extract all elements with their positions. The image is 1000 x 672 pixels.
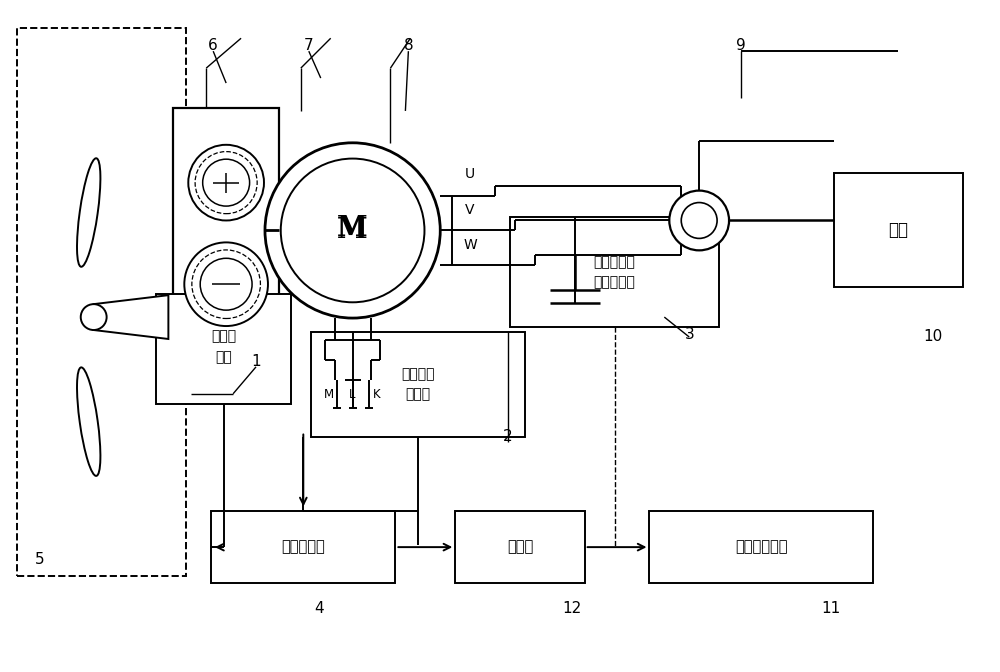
Text: 并网: 并网 [888, 221, 908, 239]
Circle shape [281, 159, 424, 302]
Text: V: V [465, 204, 475, 218]
Text: 6: 6 [208, 38, 218, 52]
Text: 故障诊断分析: 故障诊断分析 [735, 540, 788, 554]
Text: 8: 8 [404, 38, 413, 52]
Circle shape [265, 143, 440, 318]
Bar [649, 511, 873, 583]
Text: 7: 7 [304, 38, 314, 52]
Bar [211, 511, 395, 583]
Bar [17, 28, 186, 576]
Bar [156, 294, 291, 404]
Bar [834, 173, 963, 287]
Circle shape [188, 144, 264, 220]
Text: 转速传
感器: 转速传 感器 [211, 330, 236, 364]
Text: 4: 4 [314, 601, 324, 616]
Bar [510, 218, 719, 327]
Circle shape [81, 304, 107, 330]
Text: 定子电流和
功率传感器: 定子电流和 功率传感器 [594, 255, 635, 290]
Bar [173, 108, 279, 362]
Text: M: M [337, 217, 368, 244]
Text: M: M [337, 215, 368, 242]
Text: 数据采集仪: 数据采集仪 [281, 540, 325, 554]
Circle shape [681, 202, 717, 239]
Circle shape [203, 159, 250, 206]
Circle shape [200, 258, 252, 310]
Polygon shape [94, 295, 168, 339]
Text: 转子电流
传感器: 转子电流 传感器 [401, 367, 435, 402]
Text: 12: 12 [562, 601, 581, 616]
Text: W: W [463, 239, 477, 253]
Text: 1: 1 [251, 354, 261, 370]
Text: 10: 10 [924, 329, 943, 345]
Text: 2: 2 [503, 429, 513, 444]
Ellipse shape [77, 159, 100, 267]
Text: 9: 9 [736, 38, 746, 52]
Circle shape [184, 243, 268, 326]
Text: M: M [324, 388, 334, 401]
Text: 5: 5 [35, 552, 45, 566]
Text: 3: 3 [684, 327, 694, 341]
Text: L: L [349, 388, 356, 401]
Ellipse shape [77, 368, 100, 476]
Text: 11: 11 [821, 601, 840, 616]
Text: U: U [465, 167, 475, 181]
Bar [311, 332, 525, 437]
Circle shape [669, 191, 729, 251]
Text: K: K [373, 388, 380, 401]
Bar [455, 511, 585, 583]
Text: 计算机: 计算机 [507, 540, 533, 554]
